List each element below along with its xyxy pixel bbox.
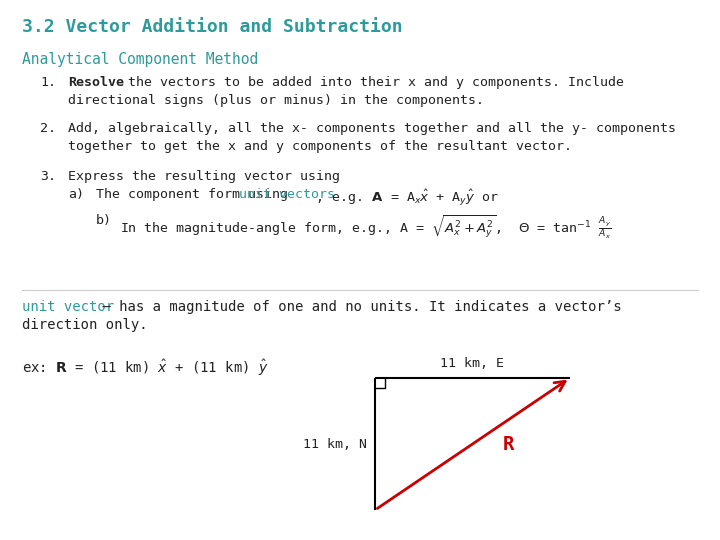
Text: ex: $\mathbf{R}$ = (11 km) $\hat{x}$ + (11 km) $\hat{y}$: ex: $\mathbf{R}$ = (11 km) $\hat{x}$ + (…: [22, 358, 269, 378]
Text: unit vector: unit vector: [22, 300, 114, 314]
Text: 3.2 Vector Addition and Subtraction: 3.2 Vector Addition and Subtraction: [22, 18, 402, 36]
Text: R: R: [503, 435, 514, 454]
Text: Analytical Component Method: Analytical Component Method: [22, 52, 258, 67]
Text: Express the resulting vector using: Express the resulting vector using: [68, 170, 340, 183]
Text: b): b): [96, 214, 112, 227]
Text: In the magnitude-angle form, e.g., A = $\sqrt{A_x^2 + A_y^2}$,  $\Theta$ = tan$^: In the magnitude-angle form, e.g., A = $…: [120, 214, 611, 241]
Text: 1.: 1.: [40, 76, 56, 89]
Text: the vectors to be added into their x and y components. Include: the vectors to be added into their x and…: [120, 76, 624, 89]
Text: , e.g. $\mathbf{A}$ = A$_x\hat{x}$ + A$_y\hat{y}$ or: , e.g. $\mathbf{A}$ = A$_x\hat{x}$ + A$_…: [308, 188, 499, 208]
Text: – has a magnitude of one and no units. It indicates a vector’s: – has a magnitude of one and no units. I…: [94, 300, 621, 314]
Text: directional signs (plus or minus) in the components.: directional signs (plus or minus) in the…: [68, 94, 484, 107]
Text: The component form using: The component form using: [96, 188, 296, 201]
Text: unit vectors: unit vectors: [239, 188, 335, 201]
Text: Add, algebraically, all the x- components together and all the y- components: Add, algebraically, all the x- component…: [68, 122, 676, 135]
Text: 11 km, E: 11 km, E: [441, 357, 505, 370]
Text: 11 km, N: 11 km, N: [303, 437, 367, 450]
Text: direction only.: direction only.: [22, 318, 148, 332]
Text: together to get the x and y components of the resultant vector.: together to get the x and y components o…: [68, 140, 572, 153]
Text: 2.: 2.: [40, 122, 56, 135]
Text: 3.: 3.: [40, 170, 56, 183]
Text: Resolve: Resolve: [68, 76, 124, 89]
Text: a): a): [68, 188, 84, 201]
